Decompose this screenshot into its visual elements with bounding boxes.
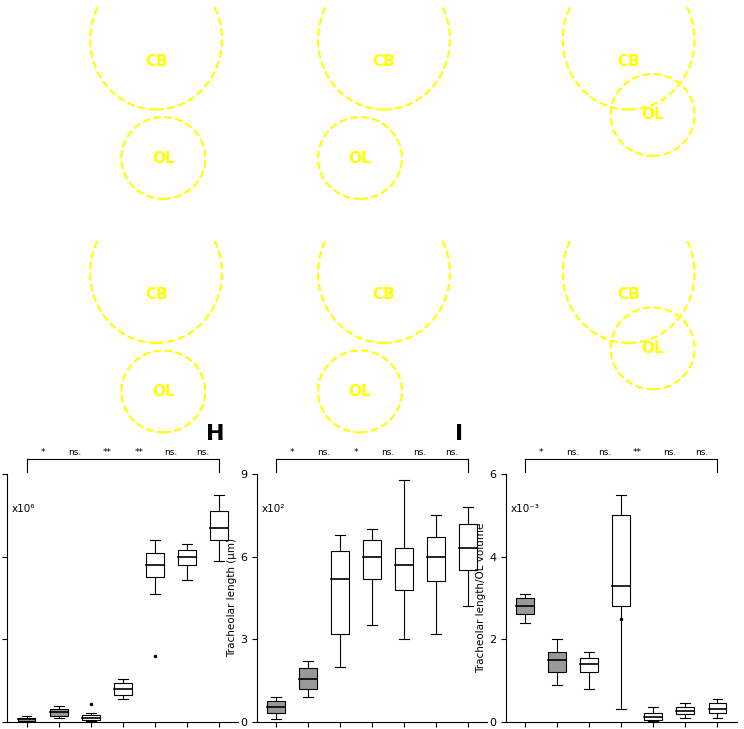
Bar [82,715,100,720]
Text: CB: CB [373,287,395,302]
Text: C: C [507,20,521,39]
Bar [363,540,381,579]
Text: ns.: ns. [382,448,394,457]
Bar [676,707,694,714]
Text: **: ** [632,448,642,457]
Bar [331,551,349,634]
Y-axis label: Tracheolar length (μm): Tracheolar length (μm) [227,539,237,658]
Text: ns.: ns. [446,448,459,457]
Text: 84h: 84h [507,430,530,443]
Text: *: * [353,448,358,457]
Text: x10⁻³: x10⁻³ [510,504,539,514]
Text: OL: OL [349,150,371,165]
Bar [425,206,478,212]
Text: ns.: ns. [196,448,210,457]
Text: E: E [262,254,275,273]
Bar [670,439,722,445]
Text: 48h: 48h [507,197,530,210]
Text: ns.: ns. [695,448,708,457]
Bar [267,701,285,714]
Text: ns.: ns. [663,448,676,457]
Bar [612,515,630,606]
Text: F: F [507,254,519,273]
Bar [18,717,36,721]
Text: *: * [289,448,294,457]
Bar [114,683,132,695]
Text: A: A [17,20,32,39]
Text: OL: OL [152,150,175,165]
Text: OL: OL [349,384,371,399]
Bar [180,206,233,212]
Text: D: D [17,254,33,273]
Bar [146,553,164,577]
Text: *: * [40,448,45,457]
Text: OL: OL [152,384,175,399]
Text: OL: OL [641,107,664,122]
Text: ns.: ns. [164,448,178,457]
Text: CB: CB [618,54,640,69]
Text: 72h: 72h [262,430,286,443]
Text: ns.: ns. [414,448,427,457]
Bar [708,703,726,713]
Text: **: ** [135,448,144,457]
Text: ns.: ns. [566,448,580,457]
Bar [425,439,478,445]
Text: B: B [262,20,277,39]
Bar [180,439,233,445]
Bar [459,523,477,570]
Bar [210,511,228,540]
Bar [299,668,317,689]
Text: CB: CB [618,287,640,302]
Text: **: ** [102,448,112,457]
Bar [395,548,413,590]
Bar [644,713,662,720]
Text: ns.: ns. [317,448,330,457]
Text: CB: CB [145,287,167,302]
Bar [580,658,598,672]
Text: x10²: x10² [261,504,285,514]
Text: 36h: 36h [262,197,285,210]
Text: H: H [206,424,225,445]
Bar [670,206,722,212]
Text: CB: CB [373,54,395,69]
Text: x10⁶: x10⁶ [12,504,36,514]
Bar [516,598,534,615]
Text: ns.: ns. [68,448,81,457]
Text: ns.: ns. [598,448,612,457]
Bar [50,709,68,716]
Bar [178,550,196,565]
Text: 24h: 24h [17,197,41,210]
Text: *: * [539,448,543,457]
Text: 60h: 60h [17,430,41,443]
Text: CB: CB [145,54,167,69]
Bar [548,652,566,672]
Text: OL: OL [641,341,664,356]
Bar [427,537,445,582]
Y-axis label: Tracheolar length/OL volume: Tracheolar length/OL volume [476,523,486,673]
Text: I: I [455,424,464,445]
